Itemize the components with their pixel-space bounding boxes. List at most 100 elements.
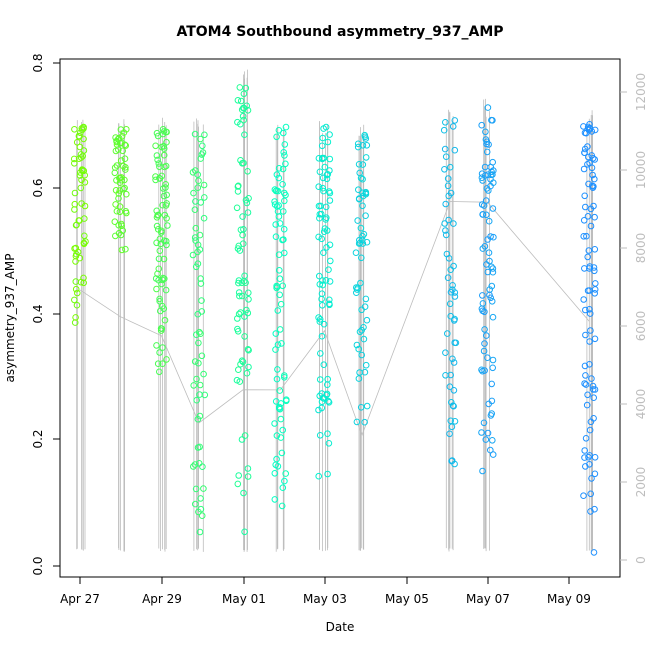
data-point-5-44 <box>273 133 280 141</box>
y-tick-label-4: 0.8 <box>31 53 45 72</box>
data-point-9-1 <box>481 340 488 347</box>
data-point-6-21 <box>318 295 325 303</box>
data-point-8-11 <box>446 300 454 308</box>
data-point-1-28 <box>116 203 124 210</box>
data-point-0-41 <box>71 206 78 213</box>
data-point-3-59 <box>192 500 199 508</box>
data-point-8-33 <box>446 383 454 391</box>
data-point-7-37 <box>361 303 369 311</box>
data-point-4-52 <box>234 315 241 322</box>
data-point-6-6 <box>320 249 327 256</box>
data-point-0-40 <box>76 172 84 179</box>
data-point-2-74 <box>157 327 165 334</box>
data-point-1-29 <box>117 126 125 133</box>
data-point-10-15 <box>591 335 599 343</box>
data-point-3-55 <box>198 297 205 304</box>
data-point-9-15 <box>490 233 497 241</box>
data-point-3-4 <box>200 370 207 378</box>
data-point-2-8 <box>152 176 159 184</box>
data-point-6-50 <box>315 183 323 190</box>
data-point-5-71 <box>274 463 282 470</box>
data-point-0-53 <box>80 240 88 248</box>
data-point-8-30 <box>442 153 450 160</box>
data-point-5-18 <box>273 284 280 292</box>
data-point-2-72 <box>158 143 165 151</box>
data-point-4-60 <box>245 289 252 297</box>
data-point-7-6 <box>355 375 363 382</box>
data-point-10-53 <box>589 386 597 393</box>
data-point-3-21 <box>196 528 204 536</box>
data-point-4-70 <box>241 528 248 536</box>
data-point-5-64 <box>280 149 288 156</box>
data-point-8-21 <box>444 330 451 337</box>
data-point-2-63 <box>156 368 163 376</box>
data-point-4-50 <box>235 242 242 250</box>
data-point-6-52 <box>326 197 334 204</box>
data-point-3-0 <box>192 224 200 232</box>
data-point-5-74 <box>272 346 279 353</box>
data-point-0-39 <box>80 274 87 282</box>
data-point-9-63 <box>487 446 494 454</box>
data-point-4-4 <box>240 90 248 98</box>
data-point-6-63 <box>317 202 324 210</box>
data-point-3-50 <box>197 275 204 282</box>
x-tick-label-6: May 09 <box>547 592 591 606</box>
data-point-1-50 <box>118 222 125 230</box>
data-point-4-7 <box>241 131 248 138</box>
data-point-9-22 <box>484 104 492 111</box>
data-point-2-38 <box>161 316 169 324</box>
data-point-1-27 <box>112 147 120 155</box>
data-point-8-49 <box>443 250 451 258</box>
data-point-3-27 <box>191 461 199 468</box>
data-point-6-70 <box>326 278 334 285</box>
data-point-7-53 <box>355 345 363 353</box>
data-point-6-20 <box>316 214 323 222</box>
data-point-7-46 <box>363 142 371 149</box>
data-point-1-43 <box>113 162 121 169</box>
data-point-5-41 <box>278 449 286 457</box>
data-point-6-79 <box>315 155 323 162</box>
data-point-4-63 <box>244 346 252 353</box>
data-point-5-54 <box>276 326 284 333</box>
data-point-8-27 <box>447 312 455 320</box>
data-point-8-39 <box>449 286 456 294</box>
data-point-9-4 <box>483 211 490 219</box>
data-point-4-59 <box>233 204 241 212</box>
data-point-5-25 <box>272 233 280 240</box>
data-point-7-55 <box>362 212 369 219</box>
data-point-10-82 <box>587 418 595 426</box>
plot-frame <box>59 58 621 578</box>
data-point-2-34 <box>162 286 170 294</box>
data-point-0-45 <box>80 125 87 132</box>
data-point-4-42 <box>245 296 252 303</box>
data-point-2-66 <box>157 325 165 332</box>
data-point-9-55 <box>480 419 488 427</box>
data-point-8-15 <box>448 423 456 431</box>
data-point-4-41 <box>237 309 244 316</box>
x-tick-label-0: Apr 27 <box>60 592 100 606</box>
data-point-4-23 <box>235 472 242 479</box>
data-point-10-59 <box>582 381 590 388</box>
data-point-7-49 <box>359 240 367 247</box>
data-point-1-44 <box>118 174 125 181</box>
data-point-10-77 <box>580 165 588 173</box>
data-point-10-21 <box>581 380 588 387</box>
data-point-7-40 <box>359 142 367 149</box>
data-point-2-59 <box>163 200 170 207</box>
data-point-7-39 <box>355 186 362 193</box>
data-point-3-53 <box>191 130 199 138</box>
data-point-5-23 <box>273 432 281 439</box>
data-point-6-18 <box>319 174 327 182</box>
data-point-6-2 <box>316 272 323 280</box>
data-point-6-32 <box>324 381 331 389</box>
data-point-4-51 <box>240 104 247 112</box>
data-point-6-64 <box>326 131 333 138</box>
chart-title: ATOM4 Southbound asymmetry_937_AMP <box>176 24 503 40</box>
data-point-4-28 <box>236 378 244 385</box>
data-point-6-24 <box>319 134 327 142</box>
data-point-8-46 <box>450 220 457 227</box>
data-point-3-60 <box>195 177 202 184</box>
data-point-0-37 <box>79 152 86 160</box>
data-point-5-56 <box>279 484 287 492</box>
data-point-3-29 <box>198 352 206 360</box>
